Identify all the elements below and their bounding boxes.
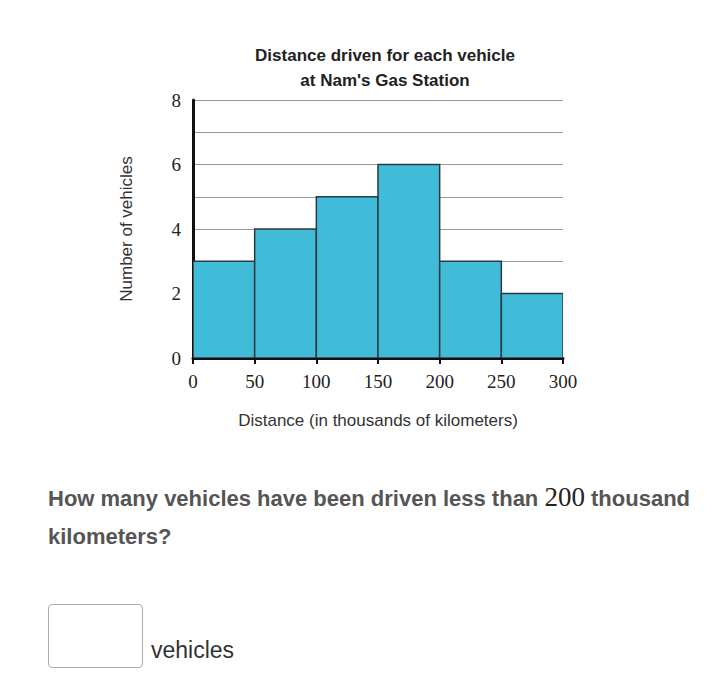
svg-text:200: 200 xyxy=(425,371,454,392)
svg-text:4: 4 xyxy=(172,219,182,240)
svg-text:8: 8 xyxy=(172,90,182,111)
svg-text:2: 2 xyxy=(172,283,182,304)
svg-text:300: 300 xyxy=(549,371,578,392)
svg-text:at Nam's Gas Station: at Nam's Gas Station xyxy=(300,71,469,90)
svg-text:Distance (in thousands of kilo: Distance (in thousands of kilometers) xyxy=(238,411,518,430)
svg-text:0: 0 xyxy=(172,348,182,369)
svg-text:6: 6 xyxy=(172,154,182,175)
html-text:vehicles: vehicles xyxy=(151,637,235,663)
svg-text:Distance driven for each vehic: Distance driven for each vehicle xyxy=(255,46,515,65)
svg-text:Number of vehicles: Number of vehicles xyxy=(117,156,136,302)
svg-text:0: 0 xyxy=(188,371,198,392)
svg-text:100: 100 xyxy=(302,371,331,392)
html-text:How many vehicles have been dr: How many vehicles have been driven less … xyxy=(48,482,690,549)
svg-text:250: 250 xyxy=(487,371,516,392)
svg-text:50: 50 xyxy=(245,371,264,392)
svg-text:150: 150 xyxy=(364,371,393,392)
